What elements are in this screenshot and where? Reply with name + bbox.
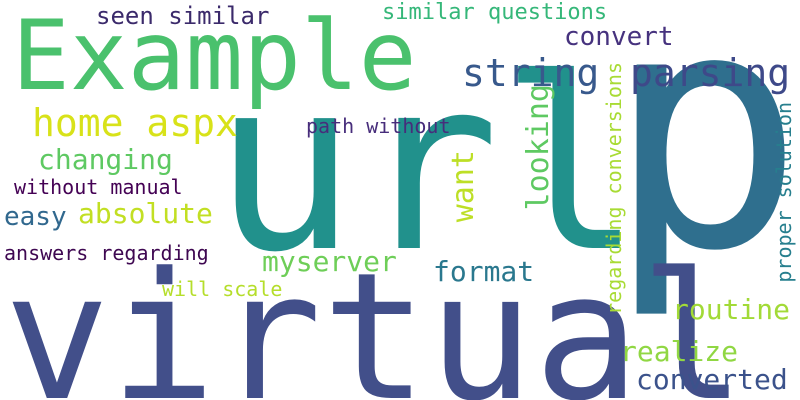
word-converted: converted: [636, 366, 788, 394]
word-absolute: absolute: [78, 200, 213, 228]
word-seen-similar: seen similar: [96, 4, 269, 28]
word-convert: convert: [564, 24, 674, 50]
word-changing: changing: [38, 146, 173, 174]
word-parsing: parsing: [630, 54, 790, 92]
word-home-aspx: home aspx: [32, 104, 238, 142]
word-easy: easy: [4, 204, 67, 230]
word-want: want: [449, 150, 479, 222]
word-proper-solution: proper solution: [774, 102, 794, 283]
word-routine: routine: [672, 296, 790, 324]
word-realize: realize: [620, 338, 738, 366]
word-similar-questions: similar questions: [382, 2, 607, 24]
word-without-manual: without manual: [14, 177, 183, 197]
word-path-without: path without: [306, 116, 451, 136]
word-myserver: myserver: [262, 248, 397, 276]
word-regarding-conversions: regarding conversions: [604, 62, 624, 315]
word-format: format: [433, 258, 534, 286]
word-looking: looking: [524, 84, 554, 210]
word-will-scale: will scale: [162, 279, 282, 299]
word-answers-regarding: answers regarding: [4, 243, 209, 263]
